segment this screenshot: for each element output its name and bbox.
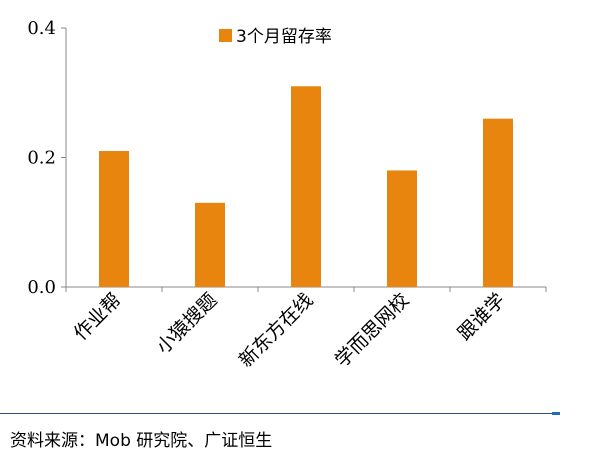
category-label: 小猿搜题 xyxy=(152,289,221,358)
y-tick-label: 0.2 xyxy=(27,148,56,169)
bar xyxy=(291,86,321,288)
y-tick-label: 0.0 xyxy=(27,277,56,298)
bar xyxy=(483,118,513,288)
source-note: 资料来源：Mob 研究院、广证恒生 xyxy=(10,431,273,451)
category-label: 学而思网校 xyxy=(331,289,414,372)
category-label: 作业帮 xyxy=(70,289,126,345)
legend-label: 3个月留存率 xyxy=(236,27,332,47)
category-label: 新东方在线 xyxy=(235,289,318,372)
bar-chart: 0.0 0.2 0.4 作业帮 小猿搜题 新东方在线 学而思网校 跟谁学 3个月留存率 xyxy=(27,18,547,372)
y-tick-label: 0.4 xyxy=(27,18,56,39)
legend-swatch xyxy=(219,29,232,42)
bar xyxy=(99,151,129,287)
category-label: 跟谁学 xyxy=(454,289,510,345)
bar xyxy=(387,170,417,287)
bar xyxy=(195,202,225,287)
footer-divider xyxy=(0,413,552,414)
legend: 3个月留存率 xyxy=(219,27,332,47)
footer-divider-accent xyxy=(552,412,560,415)
